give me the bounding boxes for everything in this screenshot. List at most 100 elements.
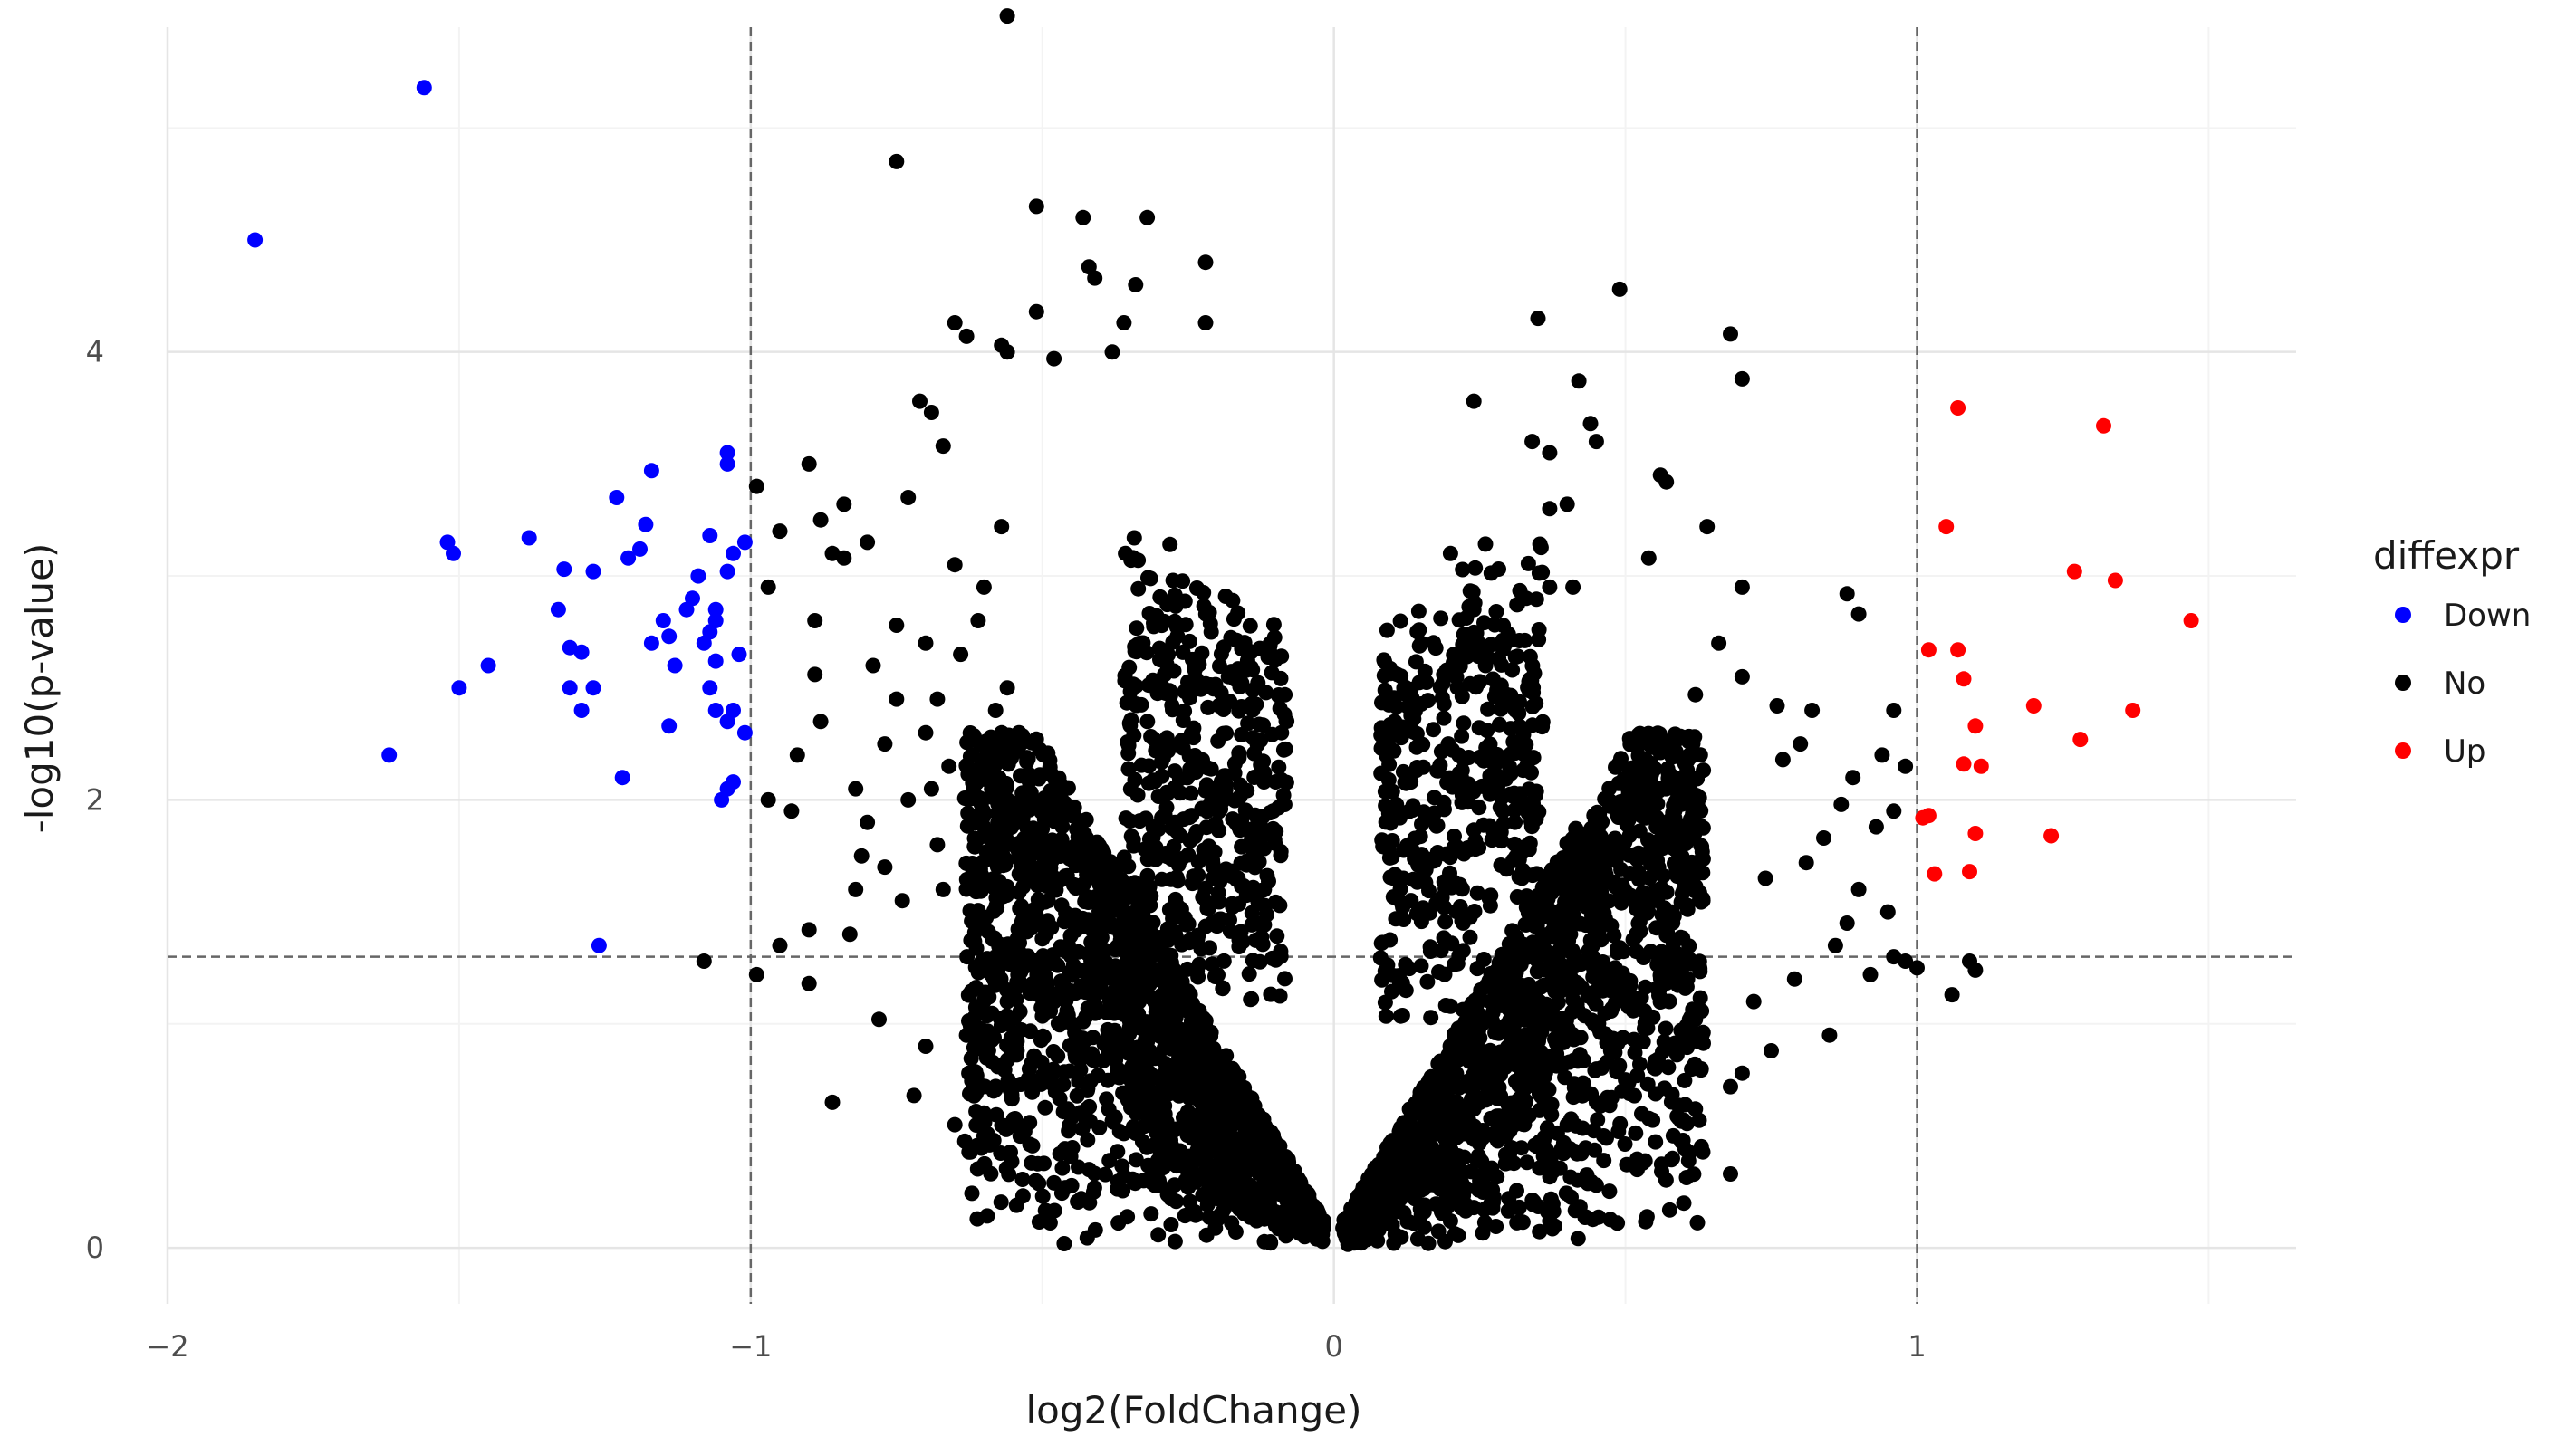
- point-no: [1238, 1206, 1254, 1222]
- point-no-cloud: [1123, 956, 1139, 972]
- point-no-cloud: [1194, 800, 1210, 817]
- point-up: [2107, 572, 2123, 589]
- point-no-cloud: [1511, 1200, 1527, 1216]
- point-no-cloud: [1420, 1126, 1437, 1143]
- point-no-cloud: [1527, 918, 1543, 934]
- point-no-cloud: [1053, 1185, 1070, 1202]
- point-no-cloud: [1657, 1080, 1673, 1097]
- point-no-cloud: [1180, 1066, 1197, 1082]
- point-no-cloud: [1693, 894, 1709, 910]
- point-down: [726, 703, 741, 718]
- point-no-cloud: [1090, 1068, 1106, 1084]
- point-no-cloud: [1524, 934, 1541, 951]
- point-no: [935, 438, 951, 455]
- point-no-cloud: [1037, 1099, 1053, 1116]
- point-no-cloud: [1238, 662, 1254, 678]
- point-no-cloud: [1240, 1094, 1256, 1110]
- point-no-cloud: [1177, 593, 1193, 609]
- point-no-cloud: [1132, 972, 1149, 988]
- point-no-cloud: [1539, 1120, 1555, 1136]
- point-no-cloud: [962, 1086, 977, 1102]
- point-down: [632, 541, 648, 557]
- point-no-cloud: [1226, 611, 1242, 627]
- point-no-cloud: [1569, 884, 1585, 900]
- point-no-cloud: [1445, 742, 1460, 758]
- y-tick-label: 0: [86, 1231, 104, 1265]
- point-no-cloud: [1070, 1193, 1086, 1210]
- point-no-cloud: [1097, 1166, 1113, 1183]
- point-no: [760, 579, 776, 595]
- point-no-cloud: [1019, 819, 1035, 836]
- point-no: [1565, 579, 1581, 595]
- point-no-cloud: [1630, 915, 1647, 932]
- point-no-cloud: [1653, 734, 1669, 751]
- point-no-cloud: [1440, 1101, 1456, 1117]
- point-no-cloud: [962, 987, 977, 1003]
- legend-swatch-up: [2395, 742, 2411, 759]
- point-no-cloud: [1175, 1036, 1191, 1052]
- point-no-cloud: [1508, 1101, 1524, 1117]
- point-no-cloud: [1101, 854, 1117, 870]
- point-no-cloud: [1627, 1045, 1643, 1061]
- point-no-cloud: [1196, 1016, 1212, 1032]
- point-no-cloud: [1437, 1130, 1453, 1146]
- point-no: [1618, 1072, 1634, 1088]
- point-no-cloud: [1506, 802, 1523, 819]
- point-no-cloud: [1688, 954, 1705, 971]
- point-no-cloud: [1677, 856, 1694, 872]
- point-no: [999, 993, 1015, 1010]
- point-no-cloud: [1628, 850, 1644, 867]
- point-no-cloud: [1232, 789, 1248, 805]
- point-no-cloud: [1635, 885, 1650, 901]
- point-no: [1518, 590, 1534, 607]
- point-no-cloud: [1159, 1001, 1176, 1017]
- point-no-cloud: [1663, 767, 1679, 783]
- point-no-cloud: [1086, 1180, 1102, 1196]
- point-no: [824, 1094, 841, 1110]
- point-no-cloud: [1231, 1193, 1247, 1209]
- point-no: [1267, 1217, 1283, 1233]
- point-no-cloud: [1522, 672, 1538, 687]
- point-no-cloud: [1128, 1152, 1144, 1168]
- point-no-cloud: [1384, 1158, 1400, 1173]
- point-no-cloud: [1413, 1095, 1429, 1111]
- point-no-cloud: [1458, 1180, 1475, 1196]
- point-down: [655, 613, 671, 628]
- point-no-cloud: [1658, 975, 1675, 991]
- point-no-cloud: [1689, 771, 1706, 787]
- point-no-cloud: [1167, 1233, 1183, 1250]
- point-no-cloud: [1404, 1173, 1420, 1189]
- point-no: [1139, 209, 1156, 225]
- point-no-cloud: [1367, 1163, 1383, 1179]
- point-no-cloud: [1251, 1132, 1267, 1148]
- point-no: [1862, 966, 1879, 982]
- point-no-cloud: [1618, 809, 1634, 825]
- point-no-cloud: [1428, 896, 1445, 912]
- point-no-cloud: [1600, 893, 1617, 909]
- point-no-cloud: [1535, 977, 1552, 993]
- point-no-cloud: [1127, 875, 1143, 891]
- point-no-cloud: [1446, 655, 1461, 671]
- point-no: [900, 490, 917, 505]
- legend-label-up: Up: [2444, 733, 2485, 770]
- point-no-cloud: [1024, 975, 1041, 991]
- point-no-cloud: [1477, 536, 1494, 552]
- point-no-cloud: [1238, 857, 1254, 873]
- point-no-cloud: [1253, 733, 1269, 748]
- point-no-cloud: [1223, 629, 1239, 646]
- point-no-cloud: [1654, 906, 1670, 923]
- point-no: [1798, 855, 1814, 871]
- point-no: [1816, 830, 1831, 846]
- point-no: [1734, 579, 1750, 595]
- point-down: [591, 937, 607, 953]
- point-no-cloud: [1503, 972, 1519, 989]
- point-no: [1442, 1191, 1458, 1207]
- point-no-cloud: [1378, 814, 1394, 830]
- point-up: [2096, 417, 2111, 434]
- legend-label-no: No: [2444, 666, 2485, 702]
- point-no-cloud: [1420, 693, 1437, 709]
- point-no-cloud: [1115, 998, 1131, 1014]
- point-up: [1956, 671, 1972, 687]
- point-no: [1075, 209, 1091, 225]
- point-no: [836, 496, 852, 512]
